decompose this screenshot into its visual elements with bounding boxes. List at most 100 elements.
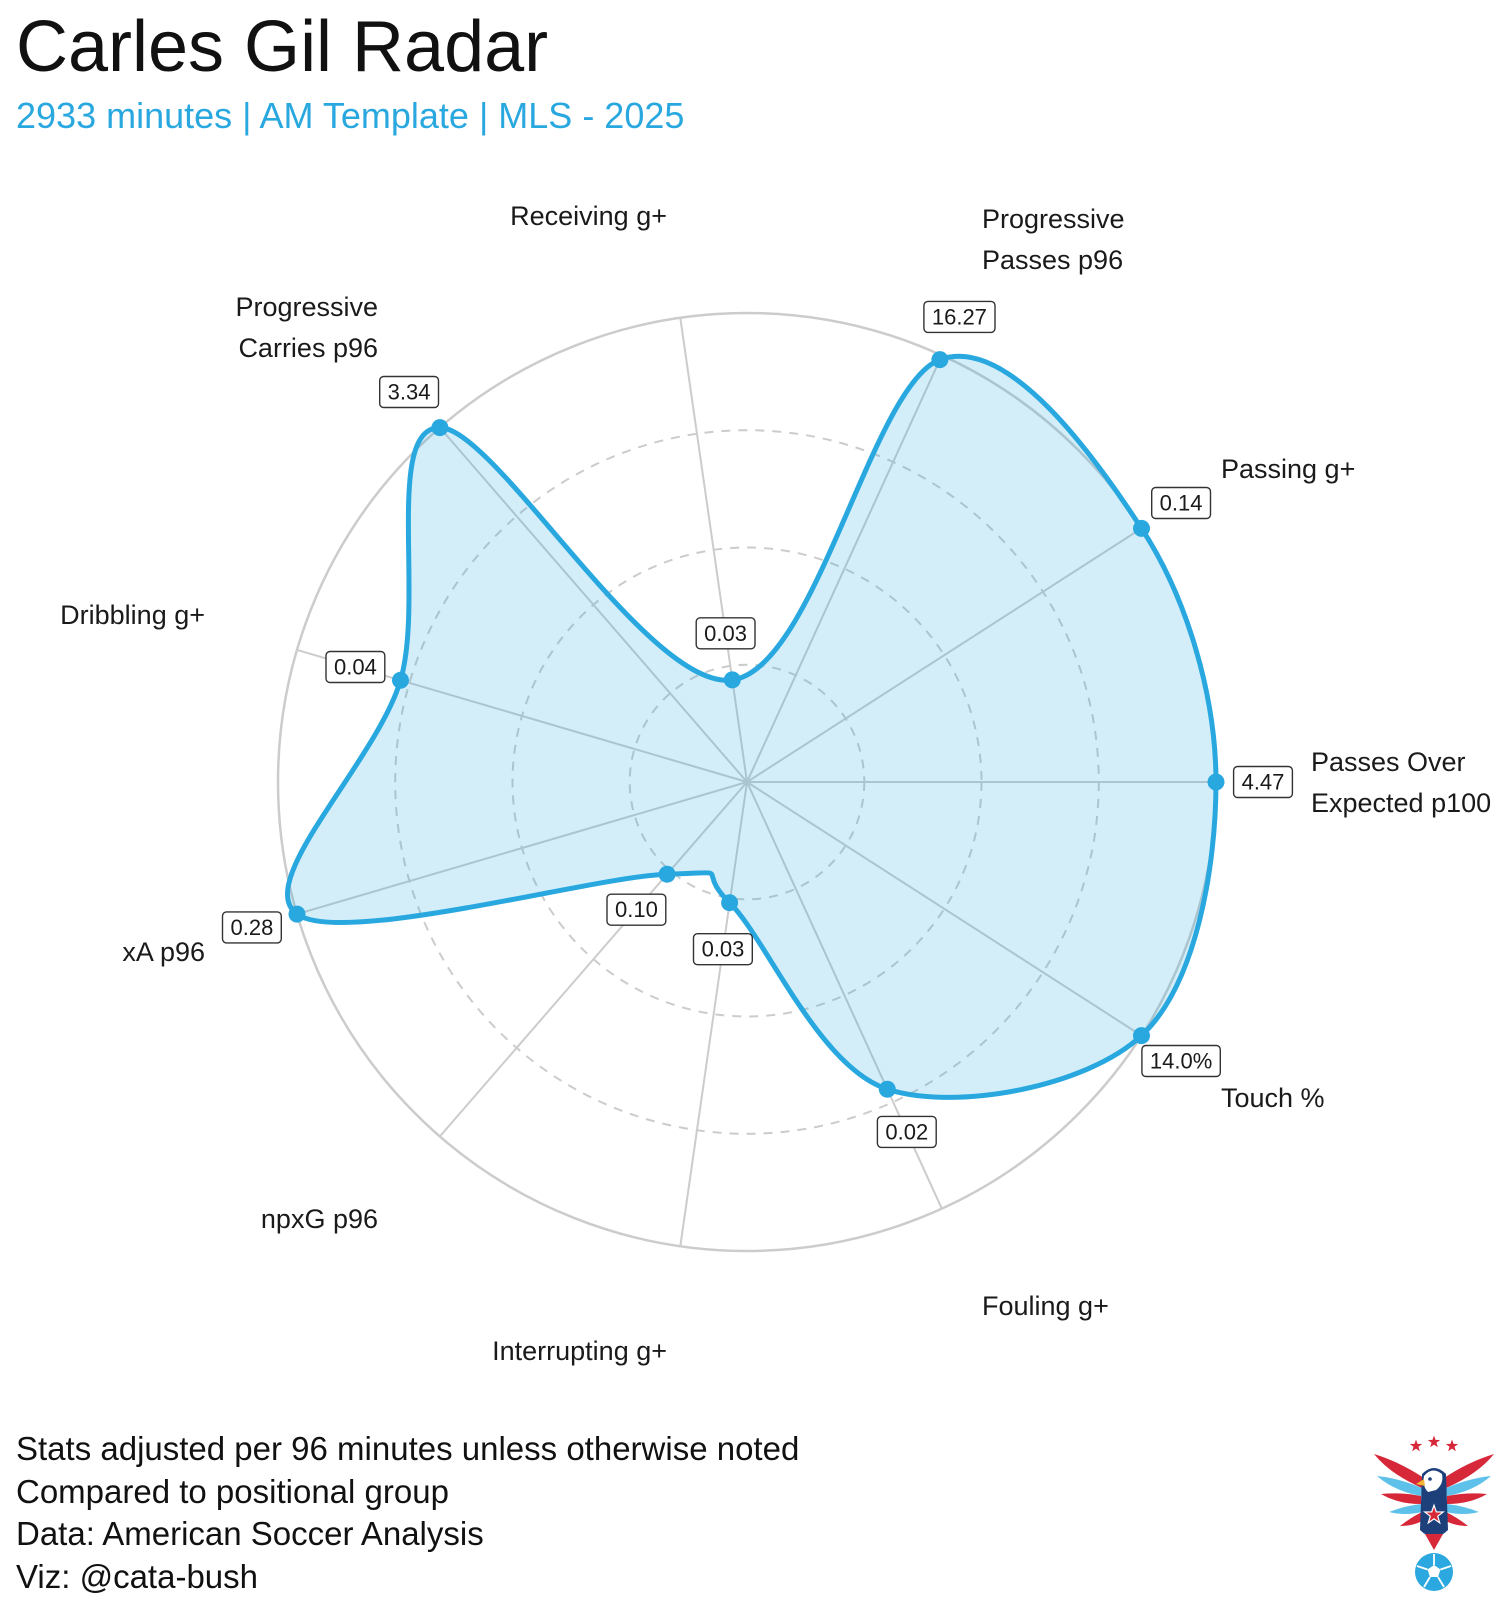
- eagle-eye: [1428, 1477, 1432, 1481]
- soccer-ball-icon: [1415, 1553, 1453, 1591]
- value-label-text: 0.03: [702, 937, 745, 962]
- axis-label-line: Passing g+: [1221, 454, 1355, 484]
- value-label: 0.28: [221, 911, 282, 944]
- axis-label-progressive-passes-p96: Progressive Passes p96: [982, 204, 1125, 275]
- wing-feather: [1374, 1454, 1424, 1488]
- spoke-progressive-carries-p96: [439, 426, 748, 783]
- value-label-box: [606, 893, 667, 926]
- value-label: 0.10: [606, 893, 667, 926]
- wing-feather: [1389, 1504, 1422, 1514]
- wing-feather: [1444, 1454, 1494, 1488]
- radar-area: [285, 353, 1219, 1100]
- axis-label-line: Fouling g+: [982, 1291, 1109, 1321]
- spoke-passing-g: [746, 527, 1143, 783]
- eagle-wing-right: [1444, 1454, 1494, 1526]
- star-icon: [1409, 1439, 1423, 1452]
- radar-axis-labels: Passes Over Expected p100 Passing g+ Progre…: [60, 201, 1491, 1366]
- value-label-box: [325, 650, 386, 684]
- value-label-text: 0.10: [615, 897, 658, 922]
- spoke-interrupting-g: [679, 781, 748, 1247]
- value-label-box: [876, 1115, 937, 1149]
- value-label-text: 0.14: [1160, 491, 1203, 516]
- value-label-text: 3.34: [388, 380, 431, 405]
- spoke-touch: [746, 781, 1143, 1037]
- data-point-receiving-g: [723, 671, 741, 689]
- value-label: 4.47: [1232, 765, 1294, 799]
- ball-pentagon: [1427, 1565, 1441, 1577]
- value-label: 0.14: [1150, 486, 1212, 520]
- axis-label-line: Passes p96: [982, 245, 1123, 275]
- value-label: 16.27: [923, 300, 996, 334]
- axis-label-line: Expected p100: [1311, 788, 1491, 818]
- note-line: Stats adjusted per 96 minutes unless oth…: [16, 1430, 800, 1467]
- data-point-passing-g: [1133, 519, 1150, 537]
- value-label-text: 0.03: [704, 621, 747, 646]
- axis-label-line: xA p96: [122, 937, 205, 967]
- value-label-box: [379, 375, 440, 409]
- data-point-touch: [1133, 1027, 1150, 1045]
- footer-notes: Stats adjusted per 96 minutes unless oth…: [16, 1428, 799, 1598]
- radar-points: [288, 351, 1225, 1098]
- value-label-text: 14.0%: [1150, 1049, 1212, 1074]
- axis-label-interrupting-g: Interrupting g+: [492, 1336, 667, 1366]
- data-point-progressive-passes-p96: [931, 351, 949, 369]
- eagle-wing-left: [1374, 1454, 1424, 1526]
- radar-area-fill: [287, 356, 1216, 1098]
- axis-label-dribbling-g: Dribbling g+: [60, 600, 205, 630]
- data-point-dribbling-g: [392, 671, 409, 689]
- axis-label-touch: Touch %: [1221, 1083, 1325, 1113]
- value-label: 3.34: [379, 375, 440, 409]
- spoke-xa-p96: [296, 781, 748, 916]
- axis-label-fouling-g: Fouling g+: [982, 1291, 1109, 1321]
- chart-subtitle: 2933 minutes | AM Template | MLS - 2025: [16, 95, 685, 136]
- chart-title: Carles Gil Radar: [16, 7, 549, 87]
- value-label: 0.03: [695, 617, 756, 650]
- value-label-text: 0.04: [334, 655, 377, 680]
- value-label-text: 4.47: [1242, 770, 1285, 795]
- spoke-progressive-passes-p96: [746, 354, 943, 783]
- value-label: 14.0%: [1141, 1044, 1222, 1078]
- eagle-tail: [1425, 1534, 1443, 1550]
- value-label: 0.02: [876, 1115, 937, 1149]
- value-label: 0.04: [325, 650, 386, 684]
- axis-label-npxg-p96: npxG p96: [261, 1204, 378, 1234]
- axis-label-line: Carries p96: [238, 333, 378, 363]
- logo-stars: [1409, 1435, 1459, 1452]
- axis-label-passes-over-expected-p100: Passes Over Expected p100: [1311, 747, 1491, 818]
- spoke-receiving-g: [679, 317, 748, 783]
- value-label-box: [692, 933, 753, 966]
- value-label-box: [695, 617, 756, 650]
- axis-label-line: Receiving g+: [510, 201, 667, 231]
- axis-label-xa-p96: xA p96: [122, 937, 205, 967]
- wing-feather: [1447, 1493, 1487, 1504]
- value-label-box: [1141, 1044, 1222, 1078]
- axis-label-line: npxG p96: [261, 1204, 378, 1234]
- axis-label-progressive-carries-p96: Progressive Carries p96: [235, 292, 378, 363]
- data-point-interrupting-g: [721, 894, 739, 912]
- value-label-box: [221, 911, 282, 944]
- value-label-box: [923, 300, 996, 334]
- note-line: Compared to positional group: [16, 1472, 449, 1510]
- wing-feather: [1446, 1504, 1479, 1514]
- note-line: Data: American Soccer Analysis: [16, 1515, 484, 1552]
- eagle-head: [1423, 1470, 1443, 1492]
- data-point-xa-p96: [288, 905, 306, 923]
- star-icon: [1445, 1439, 1459, 1452]
- axis-label-line: Touch %: [1221, 1083, 1325, 1113]
- data-point-npxg-p96: [658, 865, 676, 883]
- axis-label-line: Progressive: [235, 292, 378, 322]
- axis-label-passing-g: Passing g+: [1221, 454, 1355, 484]
- radar-value-labels: 4.47 0.14 16.27 0.03 3.34 0.04 0.28 0.10 0.03 0.0…: [221, 300, 1294, 1149]
- axis-label-line: Interrupting g+: [492, 1336, 667, 1366]
- logo-eagle-crest-icon: [1374, 1435, 1494, 1591]
- wing-feather: [1381, 1493, 1421, 1504]
- value-label-box: [1232, 765, 1294, 799]
- eagle-beak: [1416, 1479, 1425, 1486]
- data-point-progressive-carries-p96: [431, 419, 449, 437]
- axis-label-receiving-g: Receiving g+: [510, 201, 667, 231]
- note-line: Viz: @cata-bush: [16, 1557, 259, 1595]
- wing-feather: [1446, 1476, 1491, 1496]
- value-label-text: 0.02: [885, 1119, 928, 1144]
- wing-feather: [1444, 1512, 1468, 1526]
